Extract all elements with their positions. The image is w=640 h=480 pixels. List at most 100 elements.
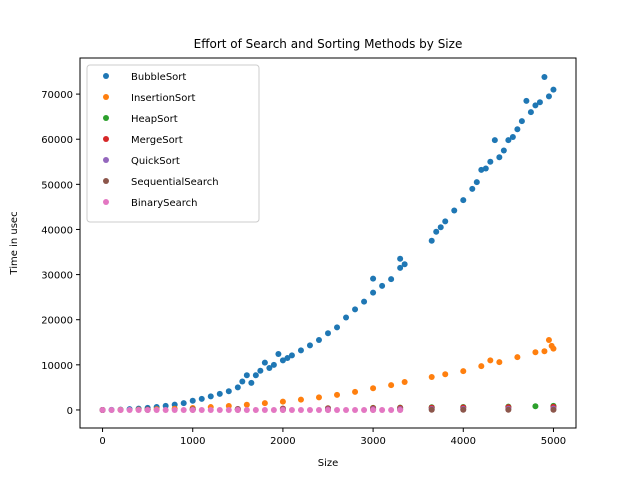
data-point-6-4 [135,406,142,413]
data-point-0-25 [279,357,286,364]
x-axis-label: Size [318,458,339,469]
y-tick-label-0: 0 [67,406,73,417]
legend-marker-2 [103,115,109,121]
legend-marker-0 [103,73,109,79]
data-point-0-33 [343,314,350,321]
data-point-6-26 [334,406,341,413]
data-point-0-42 [401,261,408,268]
data-point-0-31 [325,330,331,337]
data-points [99,73,557,413]
data-point-5-8 [428,406,435,413]
y-tick-label-7: 70000 [41,90,73,101]
data-point-0-66 [545,93,552,100]
data-point-6-9 [180,406,187,413]
data-point-1-26 [541,348,548,355]
legend: BubbleSort InsertionSort HeapSort MergeSort… [86,64,260,223]
data-point-0-19 [252,372,259,379]
data-point-0-60 [518,118,525,125]
y-tick-label-4: 40000 [41,225,73,236]
data-point-0-12 [207,393,214,400]
data-point-6-18 [261,406,268,413]
data-point-6-13 [216,406,223,413]
legend-marker-3 [103,136,109,142]
data-point-0-48 [460,197,467,204]
x-tick-label-2: 2000 [270,436,295,447]
data-point-6-20 [279,406,286,413]
y-tick-label-6: 60000 [41,135,73,146]
data-point-0-45 [437,224,444,231]
data-point-1-13 [334,391,341,398]
data-point-0-36 [370,289,377,296]
data-point-0-63 [532,102,539,109]
data-point-1-29 [550,345,557,352]
data-point-6-10 [189,406,196,413]
legend-label-1: InsertionSort [131,93,195,104]
data-point-6-7 [162,406,169,413]
data-point-0-47 [451,207,458,214]
data-point-1-9 [261,400,268,407]
data-point-0-20 [257,367,264,374]
data-point-0-21 [261,359,268,366]
data-point-6-14 [225,406,232,413]
data-point-0-29 [306,342,313,349]
data-point-6-23 [306,406,313,413]
legend-label-4: QuickSort [131,156,180,167]
data-point-0-24 [275,351,282,357]
data-point-1-12 [315,394,322,401]
data-point-6-1 [108,406,115,413]
data-point-0-54 [491,137,498,144]
data-point-1-25 [532,349,539,356]
data-point-0-22 [266,364,273,371]
data-point-0-57 [505,137,512,144]
data-point-5-9 [460,406,467,413]
data-point-0-44 [433,228,440,235]
x-tick-label-5: 5000 [541,436,566,447]
data-point-0-43 [428,237,435,244]
data-point-0-50 [473,179,480,186]
data-point-6-8 [171,406,178,413]
data-point-1-21 [478,363,485,370]
data-point-0-32 [334,324,341,331]
data-point-1-8 [243,401,250,408]
data-point-0-64 [536,99,543,106]
data-point-6-27 [343,406,350,413]
data-point-0-30 [315,337,322,344]
data-point-6-31 [379,406,386,413]
y-tick-label-2: 20000 [41,316,73,327]
data-point-1-16 [388,382,395,389]
data-point-0-16 [239,378,246,385]
legend-box [86,64,260,223]
data-point-0-39 [388,276,395,283]
data-point-0-15 [234,384,241,391]
legend-label-5: SequentialSearch [131,177,219,188]
data-point-6-17 [252,406,259,413]
data-point-1-27 [545,337,552,344]
data-point-1-18 [428,374,435,381]
data-point-6-16 [243,406,250,413]
data-point-6-32 [388,406,395,413]
data-point-6-15 [234,406,241,413]
legend-marker-1 [103,94,109,100]
data-point-5-11 [550,406,557,413]
data-point-1-15 [370,385,377,392]
data-point-0-34 [352,306,359,313]
data-point-6-2 [117,406,124,413]
y-tick-label-1: 10000 [41,361,73,372]
x-tick-label-4: 4000 [451,436,476,447]
data-point-1-23 [496,359,503,366]
legend-label-6: BinarySearch [131,198,198,209]
data-point-0-61 [523,97,530,104]
data-point-0-62 [527,109,534,116]
data-point-0-11 [198,395,205,402]
data-point-0-56 [500,147,507,154]
data-point-6-30 [370,406,377,413]
data-point-1-10 [279,398,286,405]
data-point-1-20 [460,368,467,375]
data-point-6-12 [207,406,214,413]
data-point-0-51 [478,166,485,173]
data-point-0-55 [496,154,503,161]
data-point-6-19 [270,406,277,413]
data-point-0-67 [550,86,557,93]
data-point-0-38 [379,282,386,289]
